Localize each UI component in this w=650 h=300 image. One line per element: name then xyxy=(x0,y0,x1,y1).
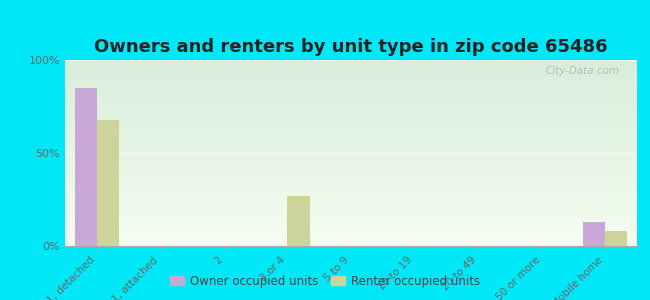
Bar xyxy=(75,88,97,246)
Bar xyxy=(583,222,605,246)
Bar xyxy=(287,196,309,246)
Text: City-Data.com: City-Data.com xyxy=(546,66,620,76)
Legend: Owner occupied units, Renter occupied units: Owner occupied units, Renter occupied un… xyxy=(167,271,483,291)
Title: Owners and renters by unit type in zip code 65486: Owners and renters by unit type in zip c… xyxy=(94,38,608,56)
Bar xyxy=(605,231,627,246)
Bar xyxy=(97,119,119,246)
